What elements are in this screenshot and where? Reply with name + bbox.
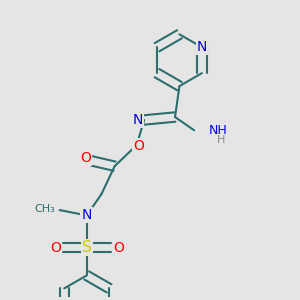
Text: CH₃: CH₃ <box>34 204 55 214</box>
Text: N: N <box>197 40 207 54</box>
Text: H: H <box>217 135 225 145</box>
Text: N: N <box>82 208 92 222</box>
Text: NH: NH <box>208 124 227 137</box>
Text: O: O <box>50 241 61 255</box>
Text: O: O <box>133 140 144 154</box>
Text: O: O <box>80 151 91 165</box>
Text: S: S <box>82 240 92 255</box>
Text: N: N <box>132 113 142 127</box>
Text: O: O <box>113 241 124 255</box>
